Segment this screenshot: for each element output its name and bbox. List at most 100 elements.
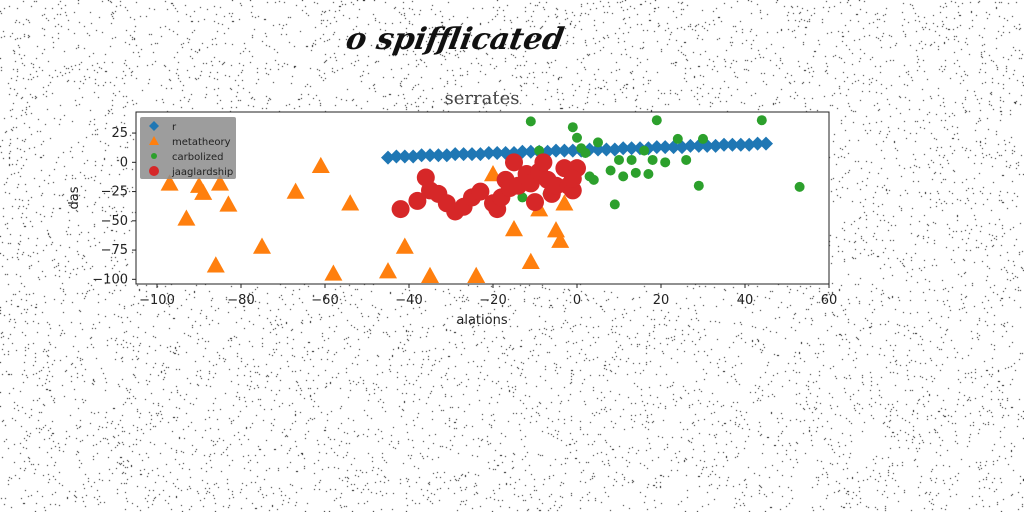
point-carbolized [534, 145, 545, 156]
point-r [414, 148, 429, 163]
point-r [759, 136, 773, 151]
legend-label: carbolized [172, 152, 224, 163]
point-metatheory [206, 256, 225, 273]
legend-marker-carbolized [151, 153, 157, 159]
legend-marker-jaaglardship [149, 166, 159, 176]
point-r [733, 137, 748, 152]
point-jaaglardship [471, 182, 490, 201]
point-carbolized [639, 145, 650, 156]
point-carbolized [630, 167, 641, 178]
point-r [397, 149, 412, 164]
point-carbolized [580, 147, 591, 158]
point-metatheory [341, 194, 360, 211]
point-carbolized [567, 122, 578, 133]
point-carbolized [618, 171, 629, 182]
point-r [708, 138, 723, 153]
point-jaaglardship [547, 176, 565, 195]
point-metatheory [211, 174, 229, 191]
point-r [448, 147, 463, 162]
point-r [565, 143, 580, 158]
point-carbolized [651, 115, 662, 126]
data-points [160, 115, 805, 284]
x-tick-label: 0 [573, 293, 581, 308]
point-metatheory [379, 262, 397, 279]
x-axis: −100 −80 −60 −40 −20 0 20 40 60 [139, 284, 837, 308]
point-jaaglardship [563, 169, 582, 188]
point-r [683, 138, 698, 153]
x-tick-label: −100 [139, 293, 175, 308]
x-tick-label: −80 [227, 293, 254, 308]
point-r [624, 141, 639, 156]
point-metatheory [421, 266, 439, 284]
x-tick-label: −40 [395, 293, 422, 308]
legend-marker-metatheory [149, 136, 159, 145]
point-r [750, 136, 765, 151]
point-carbolized [756, 115, 767, 126]
point-carbolized [681, 154, 692, 165]
point-metatheory [286, 182, 305, 199]
x-axis-label: alations [456, 313, 507, 328]
point-metatheory [177, 209, 196, 226]
point-metatheory [311, 156, 330, 174]
legend: r metatheory carbolized jaaglardship [140, 117, 236, 179]
point-metatheory [219, 195, 238, 212]
point-jaaglardship [526, 193, 544, 212]
point-metatheory [160, 174, 179, 191]
point-metatheory [555, 194, 574, 211]
point-carbolized [525, 116, 536, 127]
point-r [439, 148, 454, 163]
point-r [473, 147, 488, 162]
point-r [381, 150, 395, 165]
point-r [717, 137, 731, 152]
point-carbolized [609, 199, 620, 210]
point-carbolized [647, 154, 658, 165]
point-metatheory [324, 264, 343, 281]
point-metatheory [521, 252, 540, 269]
legend-label: metatheory [172, 137, 231, 148]
point-r [465, 147, 479, 162]
point-r [490, 145, 505, 160]
legend-label: r [172, 122, 177, 133]
point-carbolized [643, 169, 654, 180]
point-carbolized [794, 181, 805, 192]
point-jaaglardship [505, 153, 523, 172]
y-axis-label: das [67, 186, 82, 209]
point-carbolized [572, 132, 582, 143]
y-tick-label: −100 [92, 272, 128, 287]
point-r [456, 147, 471, 162]
point-r [549, 143, 563, 158]
legend-label: jaaglardship [171, 167, 233, 178]
legend-box [140, 117, 236, 179]
point-r [725, 137, 740, 152]
point-metatheory [253, 237, 271, 254]
point-r [616, 141, 631, 156]
point-r [481, 145, 496, 160]
point-r [607, 142, 622, 157]
point-r [649, 140, 664, 155]
point-jaaglardship [534, 153, 553, 172]
point-carbolized [693, 180, 704, 191]
point-r [658, 140, 673, 155]
y-tick-label: −25 [101, 185, 128, 200]
point-r [599, 142, 614, 157]
point-carbolized [593, 137, 603, 148]
point-carbolized [698, 133, 708, 144]
point-metatheory [551, 231, 570, 248]
chart-title: serrates [445, 88, 520, 109]
point-carbolized [672, 133, 683, 144]
point-metatheory [194, 183, 213, 200]
x-tick-label: 60 [821, 293, 838, 308]
point-r [742, 137, 757, 152]
point-carbolized [584, 171, 595, 182]
point-r [557, 143, 572, 158]
point-jaaglardship [408, 191, 427, 210]
x-tick-label: 40 [737, 293, 754, 308]
point-carbolized [626, 154, 637, 165]
point-carbolized [660, 157, 671, 168]
y-tick-label: 0 [120, 155, 128, 170]
point-r [389, 149, 404, 164]
point-jaaglardship [391, 200, 410, 219]
point-carbolized [517, 192, 528, 203]
point-metatheory [467, 266, 486, 284]
